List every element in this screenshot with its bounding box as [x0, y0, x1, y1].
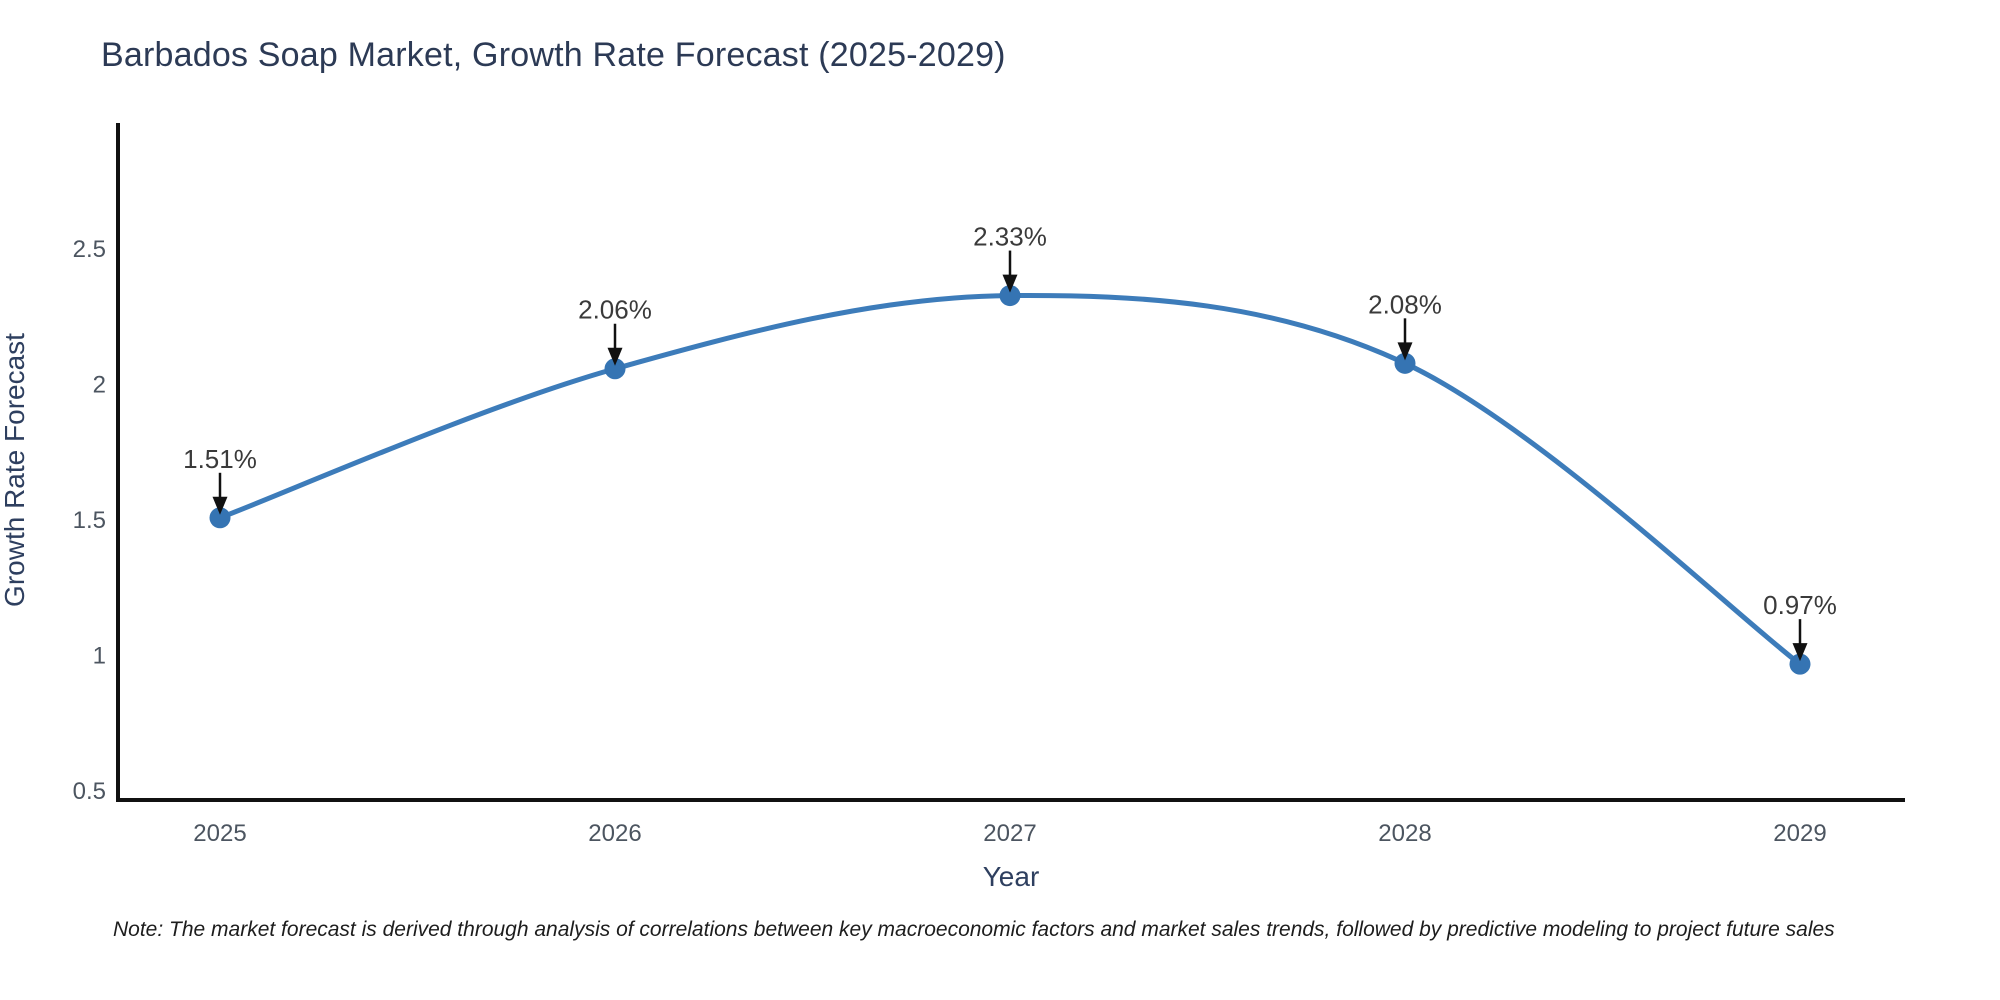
x-tick-label: 2025: [193, 820, 246, 847]
annotation-arrowhead: [1792, 643, 1808, 662]
x-tick-label: 2029: [1773, 820, 1826, 847]
annotation-arrowhead: [1397, 342, 1413, 361]
y-tick-label: 2.5: [73, 236, 106, 263]
annotation-arrowhead: [212, 496, 228, 515]
data-point-marker: [999, 285, 1021, 307]
x-tick-label: 2027: [983, 820, 1036, 847]
y-tick-label: 2: [93, 372, 106, 399]
y-tick-label: 0.5: [73, 778, 106, 805]
x-axis-title: Year: [983, 861, 1040, 892]
footnote: Note: The market forecast is derived thr…: [113, 918, 1835, 941]
y-tick-label: 1.5: [73, 507, 106, 534]
x-tick-label: 2026: [588, 820, 641, 847]
data-point-marker: [209, 507, 231, 529]
x-tick-label: 2028: [1378, 820, 1431, 847]
data-point-marker: [604, 358, 626, 380]
data-point-marker: [1394, 352, 1416, 374]
y-tick-label: 1: [93, 643, 106, 670]
y-axis-title: Growth Rate Forecast: [0, 333, 30, 607]
point-annotation-label: 1.51%: [183, 444, 257, 474]
annotation-arrowhead: [607, 347, 623, 366]
point-annotation-label: 2.06%: [578, 295, 652, 325]
point-annotation-label: 2.08%: [1368, 289, 1442, 319]
point-annotation-label: 2.33%: [973, 222, 1047, 252]
annotation-arrowhead: [1002, 274, 1018, 293]
point-annotation-label: 0.97%: [1763, 590, 1837, 620]
trend-line: [217, 293, 1803, 667]
chart-title: Barbados Soap Market, Growth Rate Foreca…: [101, 36, 1006, 74]
data-point-marker: [1789, 653, 1811, 675]
